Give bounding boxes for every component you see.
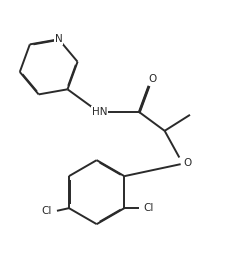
Text: N: N — [55, 34, 63, 44]
Text: HN: HN — [92, 107, 107, 117]
Text: Cl: Cl — [41, 206, 51, 216]
Text: O: O — [183, 158, 191, 168]
Text: Cl: Cl — [143, 203, 154, 213]
Text: O: O — [148, 74, 157, 84]
